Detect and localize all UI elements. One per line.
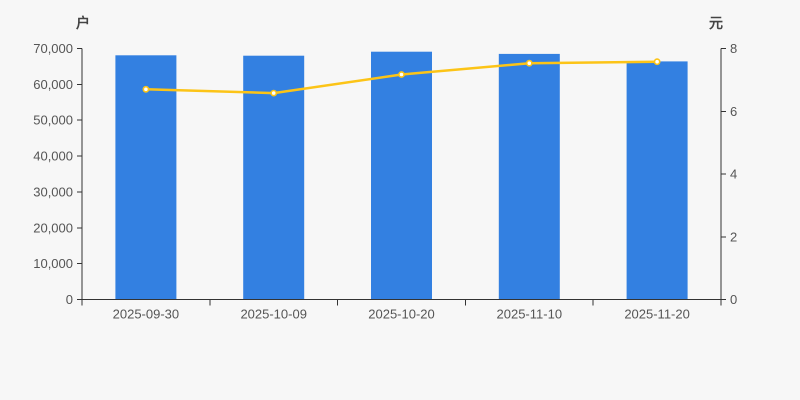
line-point-2025-10-09[interactable] [270,89,278,97]
bar-2025-10-20[interactable] [371,51,432,300]
x-axis-label: 2025-10-20 [368,307,435,322]
x-axis-label: 2025-11-20 [624,307,690,322]
bar-2025-09-30[interactable] [115,55,177,300]
y-axis-left-tick-label: 10,000 [33,256,73,271]
x-axis-label: 2025-09-30 [113,307,180,322]
y-axis-left-tick-label: 70,000 [33,41,73,56]
y-axis-right-tick-label: 2 [730,229,737,244]
x-axis-label: 2025-11-10 [497,307,563,322]
bar-2025-11-20[interactable] [626,61,688,300]
y-axis-left-tick-label: 40,000 [33,149,73,164]
y-axis-right-tick-label: 0 [730,292,737,307]
y-axis-right-tick-label: 8 [730,41,737,56]
y-axis-left-tick-label: 50,000 [33,113,73,128]
y-axis-left-tick-label: 60,000 [33,77,73,92]
x-axis-label: 2025-10-09 [240,307,307,322]
y-axis-left-tick-label: 30,000 [33,184,73,199]
line-point-2025-11-20[interactable] [653,58,661,66]
line-point-2025-10-20[interactable] [398,71,405,78]
left-axis-title: 户 [76,15,90,31]
line-point-2025-11-10[interactable] [525,59,533,67]
y-axis-right-tick-label: 4 [730,167,737,182]
right-axis-title: 元 [709,15,723,31]
line-point-2025-09-30[interactable] [142,85,150,93]
y-axis-left-tick-label: 0 [66,292,73,307]
y-axis-right-tick-label: 6 [730,104,737,119]
y-axis-left-tick-label: 20,000 [33,220,73,235]
bar-2025-11-10[interactable] [498,53,560,300]
